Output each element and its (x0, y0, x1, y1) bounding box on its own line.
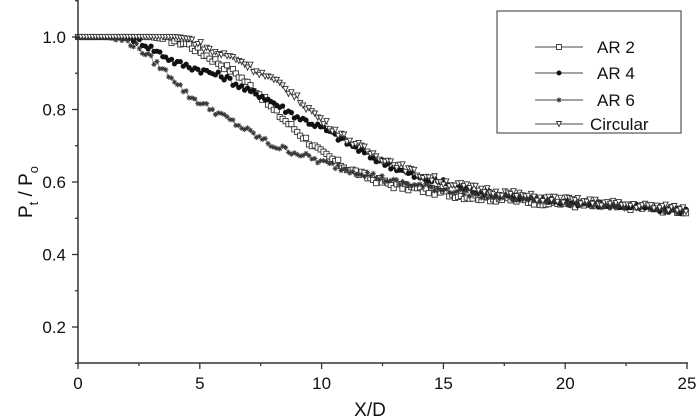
legend-item: Circular (535, 115, 649, 134)
y-tick-label: 0.8 (42, 101, 66, 120)
x-ticks: 0 5 10 15 20 25 (73, 363, 696, 393)
x-tick-label: 5 (195, 374, 204, 393)
y-tick-label: 0.4 (42, 246, 66, 265)
plot-series (74, 33, 690, 217)
y-tick-label: 0.2 (42, 318, 66, 337)
x-tick-label: 0 (73, 374, 82, 393)
legend-item: AR 4 (535, 64, 635, 83)
series-circular (74, 33, 690, 216)
x-tick-label: 20 (556, 374, 575, 393)
y-tick-label: 0.6 (42, 173, 66, 192)
y-axis-title: Pt / Po (16, 166, 41, 218)
legend-box (496, 10, 682, 134)
legend-label: AR 6 (597, 91, 635, 110)
legend-label: AR 4 (597, 64, 635, 83)
svg-text:Pt / Po: Pt / Po (16, 166, 41, 218)
x-tick-label: 25 (678, 374, 697, 393)
y-ticks: 0.2 0.4 0.6 0.8 1.0 (42, 0, 78, 364)
x-axis-title: X/D (354, 400, 386, 419)
legend-label: Circular (590, 115, 649, 134)
legend-item: AR 2 (535, 38, 635, 57)
x-tick-label: 15 (434, 374, 453, 393)
x-tick-label: 10 (312, 374, 331, 393)
legend-label: AR 2 (597, 38, 635, 57)
y-tick-label: 1.0 (42, 28, 66, 47)
legend-item: AR 6 (535, 91, 635, 110)
legend: AR 2 AR 4 AR 6 Circular (496, 10, 682, 134)
